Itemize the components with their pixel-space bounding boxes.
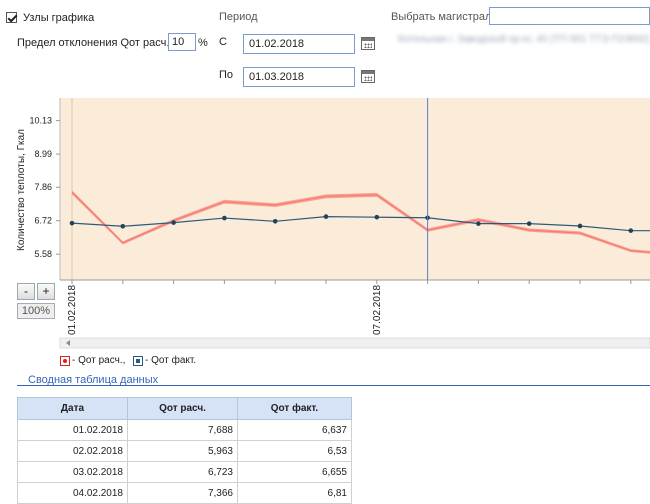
cell-date: 04.02.2018 [17, 482, 128, 504]
cell-date: 01.02.2018 [17, 419, 128, 441]
fact-point[interactable] [476, 221, 481, 226]
fact-point[interactable] [628, 228, 634, 233]
col-calc-header[interactable]: Qот расч. [127, 397, 238, 420]
cell-calc: 6,723 [127, 461, 238, 483]
fact-point[interactable] [222, 215, 227, 221]
fact-point[interactable] [171, 220, 176, 225]
legend-fact-label: - Qот факт. [145, 355, 197, 366]
y-tick-label: 8.99 [34, 149, 52, 159]
table-header-row: Дата Qот расч. Qот факт. [17, 397, 352, 420]
fact-point[interactable] [374, 214, 380, 220]
fact-point[interactable] [577, 223, 583, 229]
y-tick-label: 6.72 [34, 216, 52, 226]
cell-fact: 6,81 [237, 482, 352, 504]
chart-scrollbar[interactable] [59, 337, 650, 349]
cell-calc: 7,688 [127, 419, 238, 441]
x-tick-label: 01.02.2018 [67, 285, 78, 335]
cell-calc: 5,963 [127, 440, 238, 462]
date-from-input[interactable]: 01.02.2018 [243, 34, 355, 54]
fact-point[interactable] [272, 218, 278, 224]
nodes-checkbox[interactable] [6, 12, 17, 23]
period-label: Период [219, 11, 258, 23]
deviation-unit: % [198, 37, 208, 49]
selected-main-address: Котельная г. Заводской пр-кт, 40 (ТП 001… [398, 34, 650, 45]
calc-deviation-band [72, 190, 650, 254]
fact-point[interactable] [323, 214, 329, 219]
y-tick-label: 5.58 [34, 249, 52, 259]
plot-area [60, 98, 650, 280]
table-row[interactable]: 02.02.2018 5,963 6,53 [17, 440, 352, 462]
cell-fact: 6,53 [237, 440, 352, 462]
from-label: С [219, 36, 227, 48]
fact-point[interactable] [120, 223, 126, 229]
zoom-level: 100% [17, 303, 55, 319]
zoom-out-button[interactable]: - [17, 283, 35, 300]
fact-point[interactable] [69, 220, 75, 226]
y-tick-label: 10.13 [29, 116, 52, 126]
fact-point[interactable] [526, 221, 532, 226]
deviation-label: Предел отклонения Qот расч., ± [17, 37, 182, 49]
x-tick-label: 07.02.2018 [372, 285, 383, 335]
to-label: По [219, 69, 234, 81]
legend-calc-icon [60, 356, 70, 366]
scroll-left-icon[interactable] [66, 340, 70, 346]
table-row[interactable]: 01.02.2018 7,688 6,637 [17, 419, 352, 441]
divider [17, 385, 650, 386]
col-fact-header[interactable]: Qот факт. [237, 397, 352, 420]
cell-date: 03.02.2018 [17, 461, 128, 483]
table-row[interactable]: 03.02.2018 6,723 6,655 [17, 461, 352, 483]
summary-table-link[interactable]: Сводная таблица данных [28, 374, 159, 386]
main-select-input[interactable] [489, 7, 650, 25]
y-axis-label: Количество теплоты, Гкал [16, 129, 27, 251]
deviation-input[interactable]: 10 [168, 33, 196, 51]
calendar-to-icon[interactable] [361, 70, 375, 83]
y-tick-label: 7.86 [34, 182, 52, 192]
main-select-label: Выбрать магистраль [391, 11, 498, 23]
date-to-input[interactable]: 01.03.2018 [243, 67, 355, 87]
col-date-header[interactable]: Дата [17, 397, 128, 420]
heat-chart: 5.58 6.72 7.86 8.99 10.13 01.02.2018 07.02.20… [0, 90, 650, 358]
cell-calc: 7,366 [127, 482, 238, 504]
cell-date: 02.02.2018 [17, 440, 128, 462]
zoom-in-button[interactable]: + [37, 283, 55, 300]
legend-fact-icon [133, 356, 143, 366]
legend-calc-label: - Qот расч., [72, 355, 126, 366]
calendar-from-icon[interactable] [361, 37, 375, 50]
table-row[interactable]: 04.02.2018 7,366 6,81 [17, 482, 352, 504]
cell-fact: 6,637 [237, 419, 352, 441]
nodes-label: Узлы графика [23, 12, 95, 24]
cell-fact: 6,655 [237, 461, 352, 483]
